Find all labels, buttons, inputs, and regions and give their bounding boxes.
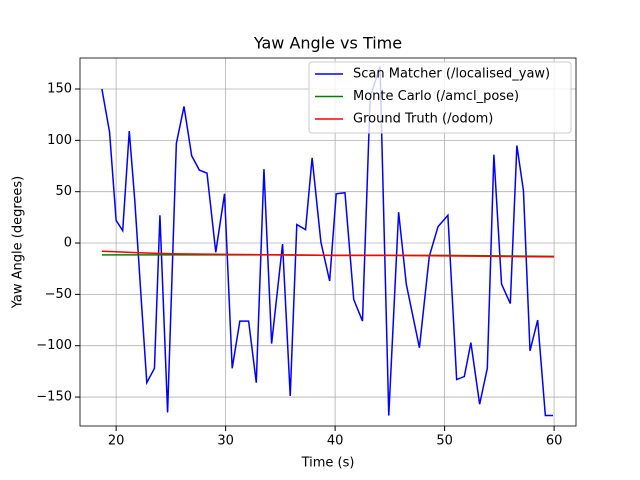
y-tick-label: −150 [36,390,72,405]
legend-box [308,61,572,134]
line-series [101,66,554,417]
plot-frame [79,57,577,427]
y-tick-label: −50 [45,287,72,302]
y-tick-label: 50 [55,184,72,199]
y-axis-label: Yaw Angle (degrees) [11,176,26,309]
y-tick-label: −100 [36,338,72,353]
line-series [101,250,555,258]
x-tick-label: 20 [108,434,125,449]
x-tick-label: 40 [327,434,344,449]
y-tick-label: 100 [47,133,72,148]
x-axis-label: Time (s) [301,456,355,471]
legend-label: Monte Carlo (/amcl_pose) [353,89,519,104]
x-tick-label: 30 [217,434,234,449]
legend-label: Ground Truth (/odom) [353,112,493,127]
chart-title: Yaw Angle vs Time [253,34,402,53]
y-tick-label: 0 [64,236,72,251]
x-tick-label: 50 [436,434,453,449]
x-tick-label: 60 [546,434,563,449]
y-tick-label: 150 [47,82,72,97]
legend-label: Scan Matcher (/localised_yaw) [353,67,550,82]
